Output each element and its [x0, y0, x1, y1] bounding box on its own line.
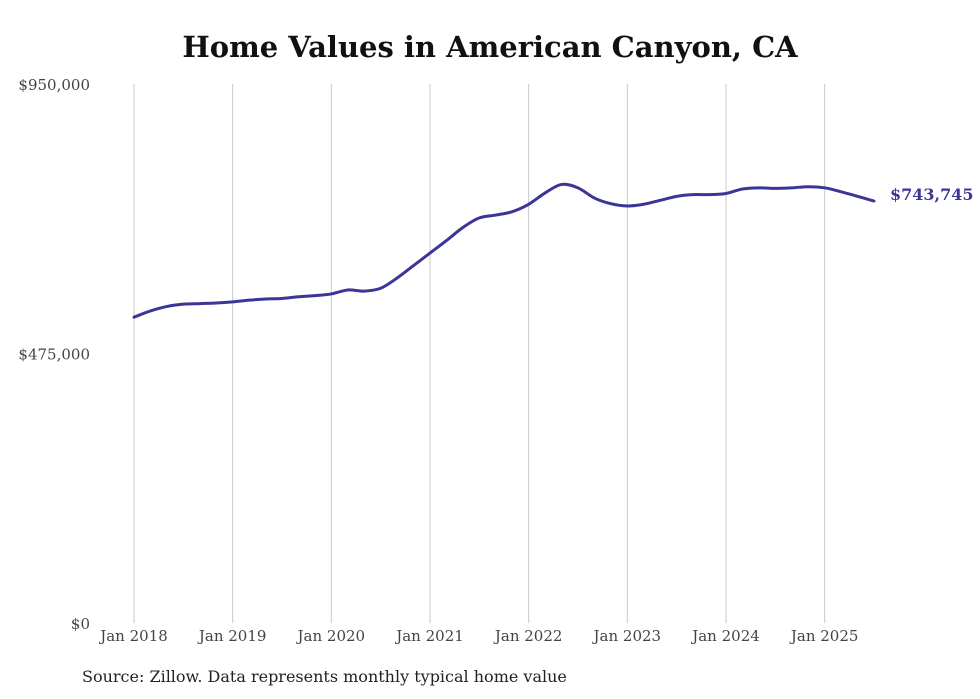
x-tick-label: Jan 2022	[493, 627, 563, 645]
series-layer	[132, 182, 876, 319]
x-tick-label: Jan 2018	[98, 627, 168, 645]
gridlines	[133, 84, 826, 623]
y-tick-label: $950,000	[18, 76, 90, 94]
x-tick-label: Jan 2019	[197, 627, 267, 645]
x-tick-label: Jan 2023	[592, 627, 662, 645]
x-tick-label: Jan 2020	[296, 627, 366, 645]
y-tick-label: $475,000	[18, 346, 90, 364]
x-tick-label: Jan 2021	[394, 627, 464, 645]
x-tick-label: Jan 2024	[690, 627, 760, 645]
series-line	[132, 182, 876, 319]
end-label-layer: $743,745	[890, 185, 974, 204]
end-value-label: $743,745	[890, 185, 974, 204]
y-axis: $0 $475,000 $950,000	[18, 76, 90, 633]
x-tick-label: Jan 2025	[789, 627, 859, 645]
source-note: Source: Zillow. Data represents monthly …	[82, 667, 567, 686]
x-axis: Jan 2018 Jan 2019 Jan 2020 Jan 2021 Jan 2022…	[98, 627, 858, 645]
chart-title: Home Values in American Canyon, CA	[182, 30, 798, 64]
y-tick-label: $0	[71, 615, 90, 633]
